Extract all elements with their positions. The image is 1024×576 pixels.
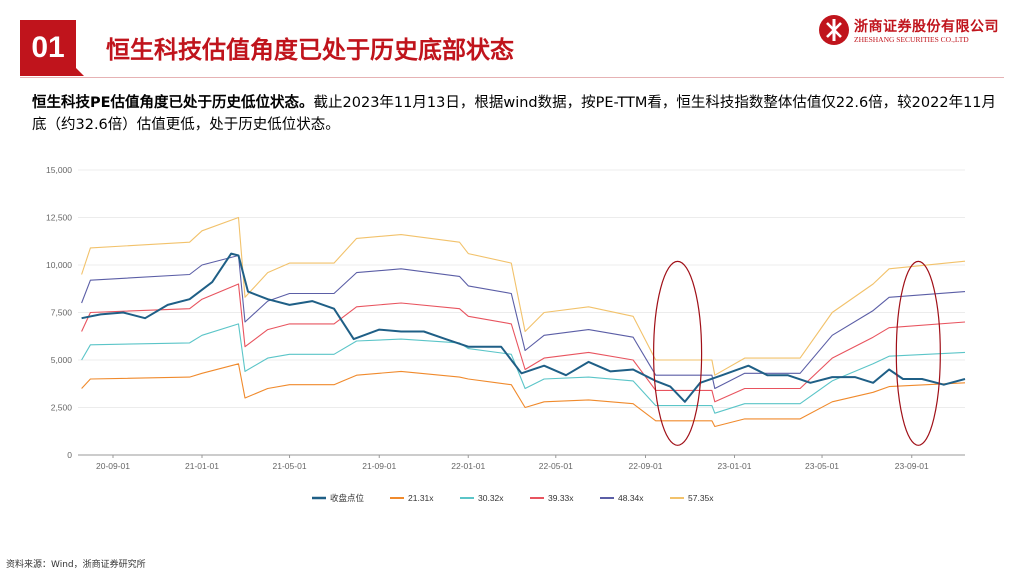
description-text: 截止2023年11月13日，根据wind数据，按PE-TTM看，恒生科技指数整体… [32,95,997,133]
x-tick-label: 22-01-01 [451,461,485,471]
y-tick-label: 2,500 [51,403,73,413]
x-tick-label: 20-09-01 [96,461,130,471]
logo-name-en: ZHESHANG SECURITIES CO.,LTD [854,35,969,44]
legend-label: 收盘点位 [330,493,365,503]
x-tick-label: 21-05-01 [273,461,307,471]
y-tick-label: 5,000 [51,355,73,365]
company-logo: 浙商证券股份有限公司 ZHESHANG SECURITIES CO.,LTD [818,14,1008,48]
highlight-ellipse-2022 [653,260,703,446]
series-line-57.35x [81,216,966,376]
description-paragraph: 恒生科技PE估值角度已处于历史低位状态。截止2023年11月13日，根据wind… [32,92,1002,136]
y-tick-label: 15,000 [46,165,72,175]
legend-label: 57.35x [688,493,714,503]
series-line-39.33x [81,283,966,403]
legend-label: 48.34x [618,493,644,503]
section-number-badge: 01 [20,20,84,76]
header-divider [20,77,1004,78]
highlight-ellipse-2023 [895,260,941,446]
x-tick-label: 22-05-01 [539,461,573,471]
x-tick-label: 21-01-01 [185,461,219,471]
series-line-收盘点位 [81,252,966,403]
pe-band-chart: 0 2,500 5,000 7,500 10,000 12,500 15,000 20-09-… [46,165,966,503]
x-tick-label: 23-09-01 [895,461,929,471]
legend-label: 21.31x [408,493,434,503]
zheshang-logo-icon [819,15,849,45]
y-tick-label: 10,000 [46,260,72,270]
logo-name-cn: 浙商证券股份有限公司 [854,19,999,35]
x-tick-label: 21-09-01 [362,461,396,471]
y-tick-label: 12,500 [46,213,72,223]
x-tick-label: 23-05-01 [805,461,839,471]
series-line-48.34x [81,254,966,390]
source-note: 资料来源：Wind，浙商证券研究所 [6,560,146,570]
x-tick-label: 23-01-01 [717,461,751,471]
description-lead: 恒生科技PE估值角度已处于历史低位状态。 [32,95,314,111]
x-tick-label: 22-09-01 [628,461,662,471]
legend-label: 30.32x [478,493,504,503]
y-tick-label: 0 [67,450,72,460]
series-line-30.32x [81,323,966,414]
page-title: 恒生科技估值角度已处于历史底部状态 [106,36,514,64]
y-tick-label: 7,500 [51,308,73,318]
legend-label: 39.33x [548,493,574,503]
series-line-21.31x [81,363,966,428]
